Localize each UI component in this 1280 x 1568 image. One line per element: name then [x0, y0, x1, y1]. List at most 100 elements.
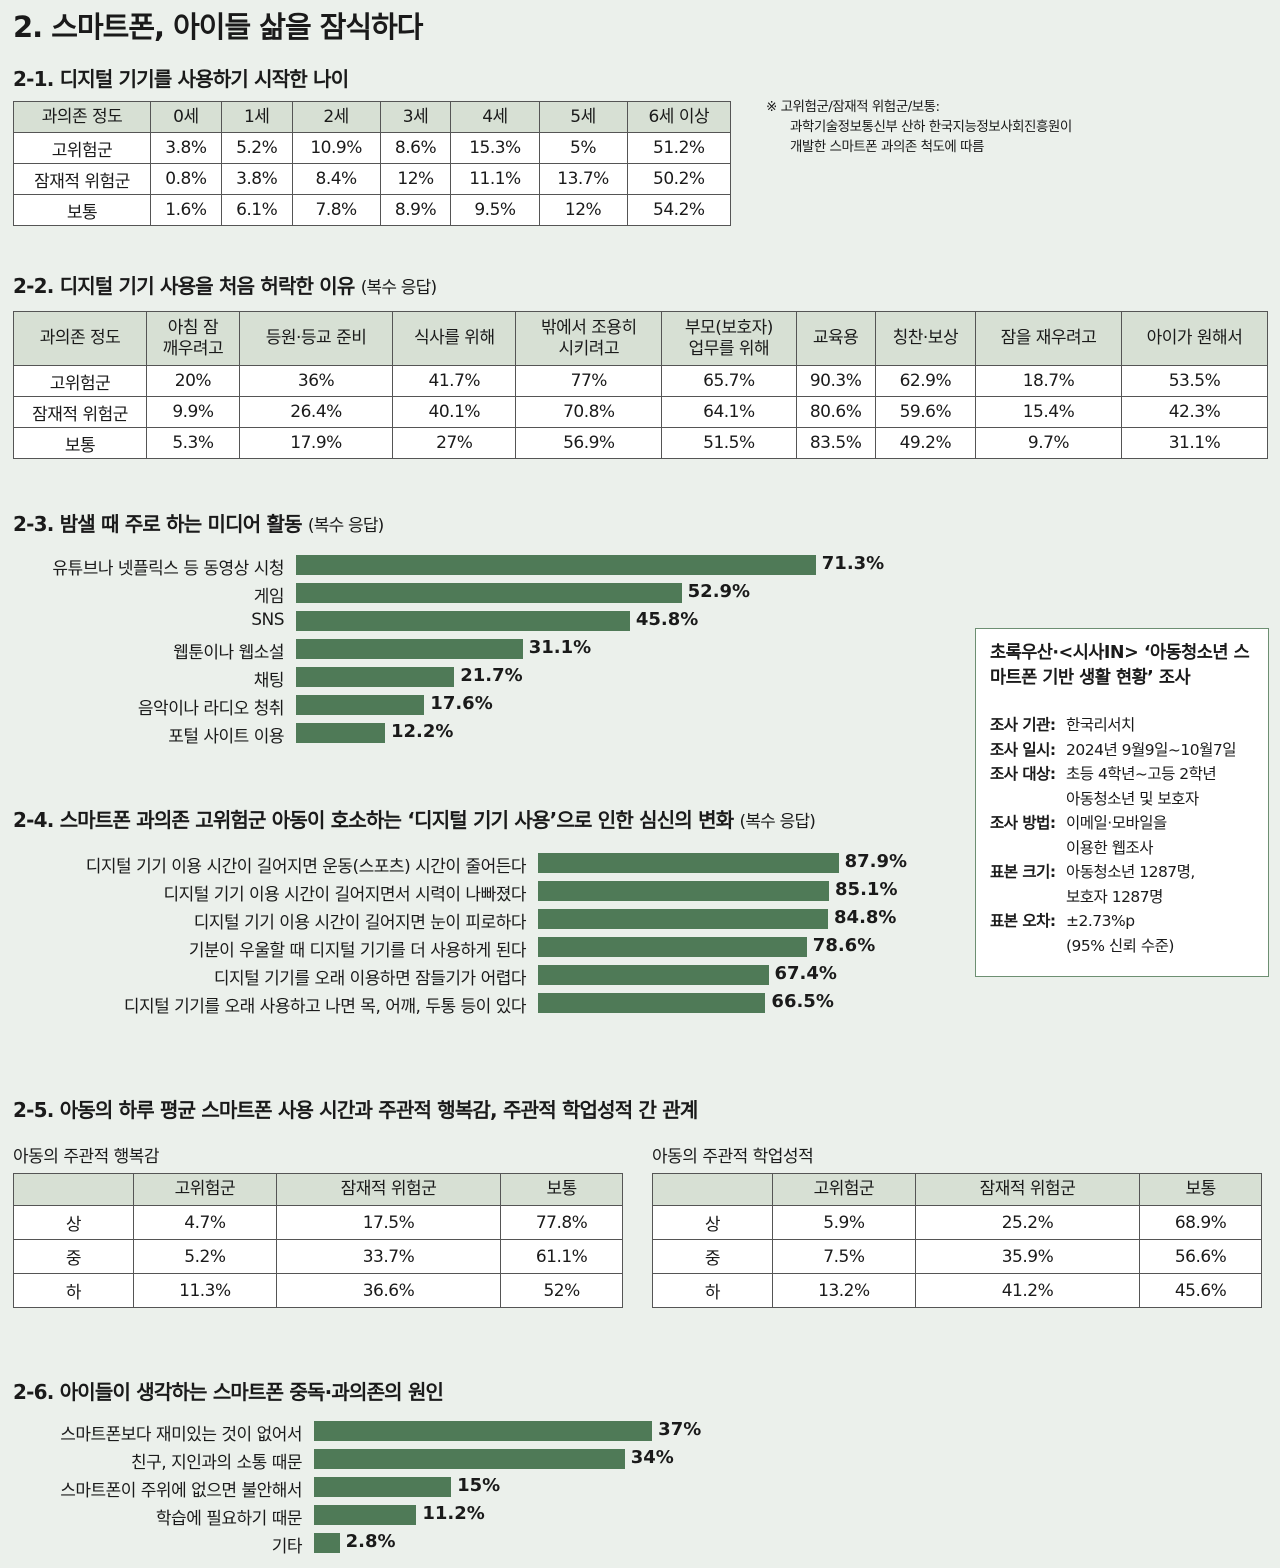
column-header: 잠재적 위험군	[914, 1173, 1141, 1206]
table-cell: 61.1%	[500, 1239, 623, 1274]
table-row: 하 11.3% 36.6% 52%	[13, 1273, 623, 1308]
table-cell: 15.3%	[450, 132, 540, 164]
table-row: 보통 5.3% 17.9% 27% 56.9% 51.5% 83.5% 49.2% 9.7% 31…	[13, 427, 1269, 459]
table-cell: 56.9%	[515, 427, 663, 459]
bar-value-label: 31.1%	[528, 637, 592, 658]
table-cell: 33.7%	[275, 1239, 502, 1274]
survey-value-line: ±2.73%p	[1066, 912, 1135, 930]
page-title: 2. 스마트폰, 아이들 삶을 잠식하다	[13, 10, 423, 44]
table-cell: 54.2%	[626, 194, 732, 226]
heading-text: 2-3. 밤샐 때 주로 하는 미디어 활동	[13, 512, 303, 536]
survey-key: 조사 방법:	[990, 814, 1056, 832]
bar	[314, 1505, 417, 1525]
section-heading-2-3: 2-3. 밤샐 때 주로 하는 미디어 활동 (복수 응답)	[13, 508, 384, 537]
survey-value-line: 2024년 9월9일~10월7일	[1066, 740, 1236, 759]
table-cell: 25.2%	[914, 1205, 1141, 1240]
table-cell: 51.2%	[626, 132, 732, 164]
survey-key: 조사 기관:	[990, 716, 1056, 734]
table-cell: 26.4%	[238, 396, 394, 428]
table-cell: 3.8%	[150, 132, 222, 164]
survey-value: 2024년 9월9일~10월7일	[1066, 738, 1236, 763]
column-header: 2세	[291, 101, 381, 133]
table-cell: 36%	[238, 365, 394, 397]
survey-key: 표본 크기:	[990, 863, 1056, 881]
column-header: 보통	[1139, 1173, 1262, 1206]
column-header: 과의존 정도	[13, 311, 147, 366]
table-cell: 4.7%	[133, 1205, 277, 1240]
row-header: 잠재적 위험군	[13, 163, 151, 195]
permission-reason-table: 과의존 정도 아침 잠 깨우려고 등원·등교 준비 식사를 위해 밖에서 조용히 시키려…	[13, 311, 1269, 459]
bar	[296, 555, 816, 575]
bar	[314, 1449, 625, 1469]
table-cell: 9.5%	[450, 194, 540, 226]
bar-label: 디지털 기기 이용 시간이 길어지면 눈이 피로하다	[193, 913, 527, 933]
bar-label: 학습에 필요하기 때문	[155, 1509, 303, 1529]
table-cell: 41.2%	[914, 1273, 1141, 1308]
bar	[538, 881, 830, 901]
survey-value: ±2.73%p (95% 신뢰 수준)	[1066, 909, 1174, 958]
column-header: 교육용	[795, 311, 876, 366]
bar-label: 음악이나 라디오 청취	[137, 699, 285, 719]
heading-text: 2-4. 스마트폰 과의존 고위험군 아동이 호소하는 ‘디지털 기기 사용’으…	[13, 808, 734, 832]
bar-value-label: 12.2%	[390, 721, 454, 742]
column-header: 잠을 재우려고	[975, 311, 1122, 366]
table-cell: 56.6%	[1139, 1239, 1262, 1274]
bar	[538, 965, 769, 985]
table-cell: 77.8%	[500, 1205, 623, 1240]
row-header: 보통	[13, 194, 151, 226]
bar	[296, 695, 425, 715]
note-line: ※ 고위험군/잠재적 위험군/보통:	[766, 99, 940, 115]
bar-value-label: 66.5%	[771, 991, 834, 1012]
table-cell: 77%	[515, 365, 663, 397]
scale-note: ※ 고위험군/잠재적 위험군/보통: 과학기술정보통신부 산하 한국지능정보사회…	[766, 97, 1072, 157]
bar-label: 디지털 기기를 오래 이용하면 잠들기가 어렵다	[213, 969, 527, 989]
section-heading-2-1: 2-1. 디지털 기기를 사용하기 시작한 나이	[13, 67, 349, 91]
survey-row: 조사 기관: 한국리서치	[990, 713, 1254, 738]
column-header: 부모(보호자) 업무를 위해	[661, 311, 797, 366]
table-cell: 8.4%	[291, 163, 381, 195]
survey-value-line: 아동청소년 1287명,	[1066, 863, 1195, 881]
table-cell: 7.5%	[772, 1239, 916, 1274]
table-cell: 11.1%	[450, 163, 540, 195]
section-heading-2-5: 2-5. 아동의 하루 평균 스마트폰 사용 시간과 주관적 행복감, 주관적 …	[13, 1098, 698, 1122]
table-cell: 70.8%	[515, 396, 663, 428]
column-header: 등원·등교 준비	[238, 311, 394, 366]
row-header: 고위험군	[13, 132, 151, 164]
table-cell: 36.6%	[275, 1273, 502, 1308]
survey-value-line: 이용한 웹조사	[1066, 838, 1153, 857]
table-cell: 3.8%	[220, 163, 293, 195]
table-cell: 51.5%	[661, 427, 797, 459]
table-cell: 53.5%	[1120, 365, 1269, 397]
bar-label: 포털 사이트 이용	[168, 727, 284, 747]
survey-value-line: 아동청소년 및 보호자	[1066, 789, 1199, 808]
bar-value-label: 17.6%	[430, 693, 493, 714]
survey-value-line: 한국리서치	[1066, 716, 1135, 734]
table-cell: 5.2%	[133, 1239, 277, 1274]
bar-label: 디지털 기기를 오래 사용하고 나면 목, 어깨, 두통 등이 있다	[123, 997, 527, 1017]
bar	[314, 1477, 452, 1497]
table-cell: 17.5%	[275, 1205, 502, 1240]
heading-sub: (복수 응답)	[739, 812, 816, 832]
table-cell: 31.1%	[1120, 427, 1269, 459]
survey-key: 조사 일시:	[990, 740, 1056, 759]
table-cell: 27%	[392, 427, 517, 459]
table-cell: 17.9%	[238, 427, 394, 459]
grades-caption: 아동의 주관적 학업성적	[652, 1147, 814, 1167]
survey-key: 표본 오차:	[990, 912, 1056, 930]
column-header: 고위험군	[133, 1173, 277, 1206]
column-header: 칭찬·보상	[874, 311, 977, 366]
table-cell: 6.1%	[220, 194, 293, 226]
bar	[538, 993, 766, 1013]
start-age-table: 과의존 정도 0세 1세 2세 3세 4세 5세 6세 이상 고위험군 3.8% 5.2% 10.9%…	[13, 101, 732, 226]
bar-label: 웹툰이나 웹소설	[173, 643, 284, 663]
bar-label: 친구, 지인과의 소통 때문	[130, 1453, 303, 1473]
table-cell: 9.7%	[975, 427, 1122, 459]
table-cell: 83.5%	[795, 427, 876, 459]
column-header: 3세	[379, 101, 452, 133]
bar-value-label: 85.1%	[835, 879, 898, 900]
survey-value-line: 이메일·모바일을	[1066, 814, 1167, 832]
survey-value-line: 보호자 1287명	[1066, 887, 1163, 906]
table-cell: 90.3%	[795, 365, 876, 397]
section-heading-2-2: 2-2. 디지털 기기 사용을 처음 허락한 이유 (복수 응답)	[13, 270, 437, 299]
